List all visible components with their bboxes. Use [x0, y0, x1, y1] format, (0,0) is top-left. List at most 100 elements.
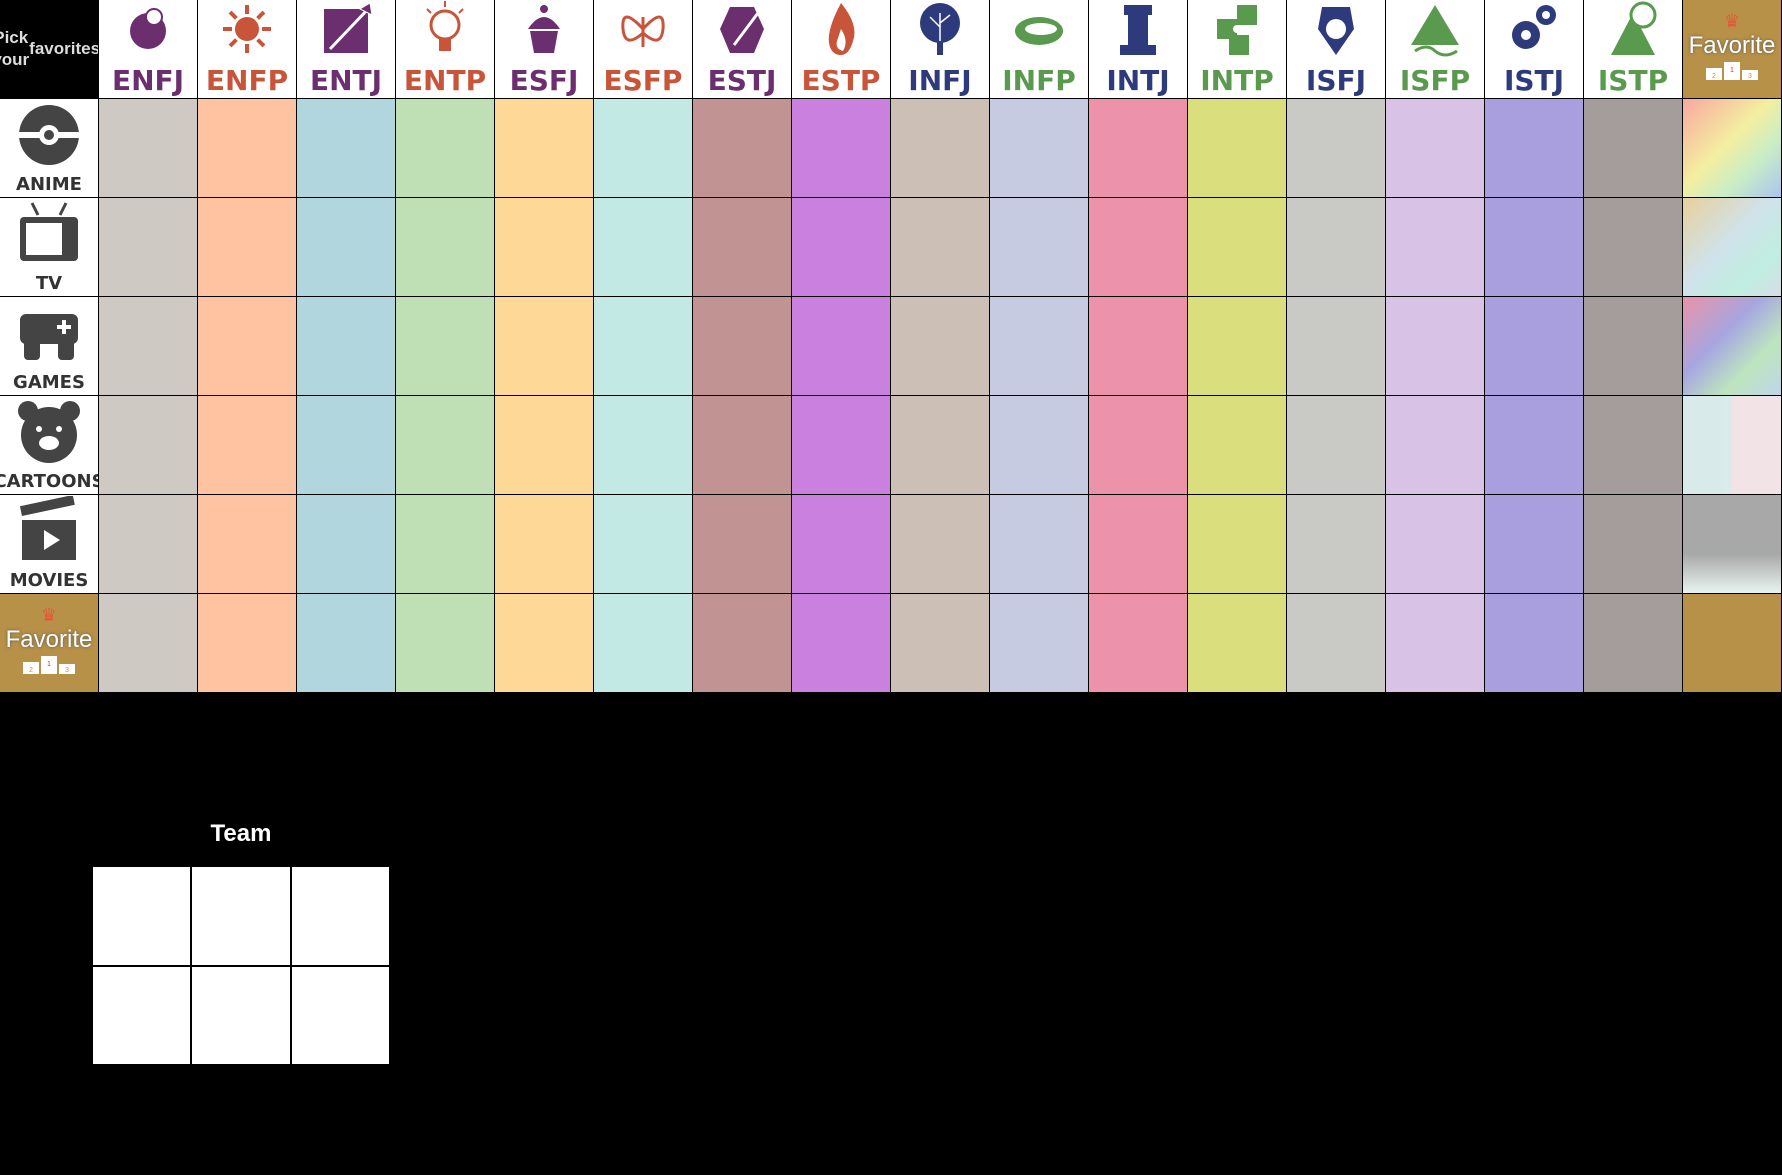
pick-slot[interactable]: [792, 99, 891, 198]
pick-slot[interactable]: [792, 396, 891, 495]
pick-slot[interactable]: [198, 396, 297, 495]
team-slot[interactable]: [192, 867, 290, 965]
pick-slot[interactable]: [396, 396, 495, 495]
favorite-pick-slot[interactable]: [1485, 594, 1584, 693]
pick-slot[interactable]: [1089, 99, 1188, 198]
pick-slot[interactable]: [1386, 99, 1485, 198]
pick-slot[interactable]: [693, 297, 792, 396]
pick-slot[interactable]: [990, 198, 1089, 297]
pick-slot[interactable]: [1485, 495, 1584, 594]
pick-slot[interactable]: [1287, 198, 1386, 297]
pick-slot[interactable]: [792, 297, 891, 396]
pick-slot[interactable]: [1485, 297, 1584, 396]
pick-slot[interactable]: [594, 198, 693, 297]
favorite-pick-slot[interactable]: [990, 594, 1089, 693]
pick-slot[interactable]: [1188, 495, 1287, 594]
favorite-pick-slot[interactable]: [1287, 594, 1386, 693]
pick-slot[interactable]: [495, 198, 594, 297]
pick-slot[interactable]: [99, 297, 198, 396]
favorite-pick-slot[interactable]: [297, 594, 396, 693]
favorite-pick-slot[interactable]: [396, 594, 495, 693]
pick-slot[interactable]: [99, 495, 198, 594]
pick-slot[interactable]: [1386, 396, 1485, 495]
pick-slot[interactable]: [198, 99, 297, 198]
pick-slot[interactable]: [1287, 297, 1386, 396]
pick-slot[interactable]: [198, 495, 297, 594]
pick-slot[interactable]: [891, 198, 990, 297]
pick-slot[interactable]: [990, 396, 1089, 495]
favorite-pick-slot[interactable]: [693, 594, 792, 693]
favorite-row-header[interactable]: ♛ Favorite 2 1 3: [0, 594, 99, 693]
pick-slot[interactable]: [495, 99, 594, 198]
favorite-pick-slot[interactable]: [1386, 594, 1485, 693]
pick-slot[interactable]: [396, 99, 495, 198]
pick-slot[interactable]: [693, 99, 792, 198]
pick-slot[interactable]: [495, 396, 594, 495]
team-slot[interactable]: [93, 867, 191, 965]
favorite-column-header[interactable]: ♛ Favorite 2 1 3: [1683, 0, 1782, 99]
pick-slot[interactable]: [594, 495, 693, 594]
pick-slot[interactable]: [396, 198, 495, 297]
pick-slot[interactable]: [495, 495, 594, 594]
pick-slot[interactable]: [1584, 297, 1683, 396]
pick-slot[interactable]: [792, 198, 891, 297]
favorite-pick-slot[interactable]: [99, 594, 198, 693]
pick-slot[interactable]: [1188, 198, 1287, 297]
pick-slot[interactable]: [198, 198, 297, 297]
pick-slot[interactable]: [594, 297, 693, 396]
favorite-pick-slot[interactable]: [495, 594, 594, 693]
pick-slot[interactable]: [693, 198, 792, 297]
pick-slot[interactable]: [1089, 198, 1188, 297]
favorite-pick-slot[interactable]: [1584, 594, 1683, 693]
pick-slot[interactable]: [1386, 297, 1485, 396]
pick-slot[interactable]: [693, 495, 792, 594]
pick-slot[interactable]: [891, 495, 990, 594]
pick-slot[interactable]: [1287, 396, 1386, 495]
favorite-slot[interactable]: [1683, 99, 1782, 198]
pick-slot[interactable]: [1584, 198, 1683, 297]
pick-slot[interactable]: [1485, 99, 1584, 198]
pick-slot[interactable]: [891, 297, 990, 396]
pick-slot[interactable]: [594, 396, 693, 495]
favorite-slot[interactable]: [1683, 396, 1782, 495]
pick-slot[interactable]: [990, 297, 1089, 396]
pick-slot[interactable]: [297, 99, 396, 198]
pick-slot[interactable]: [297, 297, 396, 396]
pick-slot[interactable]: [99, 198, 198, 297]
favorite-slot[interactable]: [1683, 198, 1782, 297]
pick-slot[interactable]: [891, 99, 990, 198]
pick-slot[interactable]: [1089, 297, 1188, 396]
pick-slot[interactable]: [1287, 99, 1386, 198]
pick-slot[interactable]: [396, 297, 495, 396]
pick-slot[interactable]: [990, 495, 1089, 594]
pick-slot[interactable]: [1584, 495, 1683, 594]
pick-slot[interactable]: [99, 396, 198, 495]
pick-slot[interactable]: [891, 396, 990, 495]
pick-slot[interactable]: [99, 99, 198, 198]
pick-slot[interactable]: [1386, 495, 1485, 594]
favorite-pick-slot[interactable]: [594, 594, 693, 693]
favorite-pick-slot[interactable]: [891, 594, 990, 693]
pick-slot[interactable]: [1287, 495, 1386, 594]
pick-slot[interactable]: [1584, 396, 1683, 495]
pick-slot[interactable]: [297, 495, 396, 594]
pick-slot[interactable]: [1188, 396, 1287, 495]
pick-slot[interactable]: [594, 99, 693, 198]
pick-slot[interactable]: [1089, 495, 1188, 594]
team-slot[interactable]: [93, 966, 191, 1064]
pick-slot[interactable]: [792, 495, 891, 594]
favorite-slot[interactable]: [1683, 495, 1782, 594]
pick-slot[interactable]: [495, 297, 594, 396]
pick-slot[interactable]: [297, 396, 396, 495]
pick-slot[interactable]: [693, 396, 792, 495]
pick-slot[interactable]: [1089, 396, 1188, 495]
team-slot[interactable]: [291, 867, 389, 965]
team-slot[interactable]: [291, 966, 389, 1064]
favorite-pick-slot[interactable]: [198, 594, 297, 693]
pick-slot[interactable]: [198, 297, 297, 396]
pick-slot[interactable]: [990, 99, 1089, 198]
pick-slot[interactable]: [1485, 198, 1584, 297]
overall-favorite-slot[interactable]: [1683, 594, 1782, 693]
favorite-pick-slot[interactable]: [792, 594, 891, 693]
pick-slot[interactable]: [297, 198, 396, 297]
